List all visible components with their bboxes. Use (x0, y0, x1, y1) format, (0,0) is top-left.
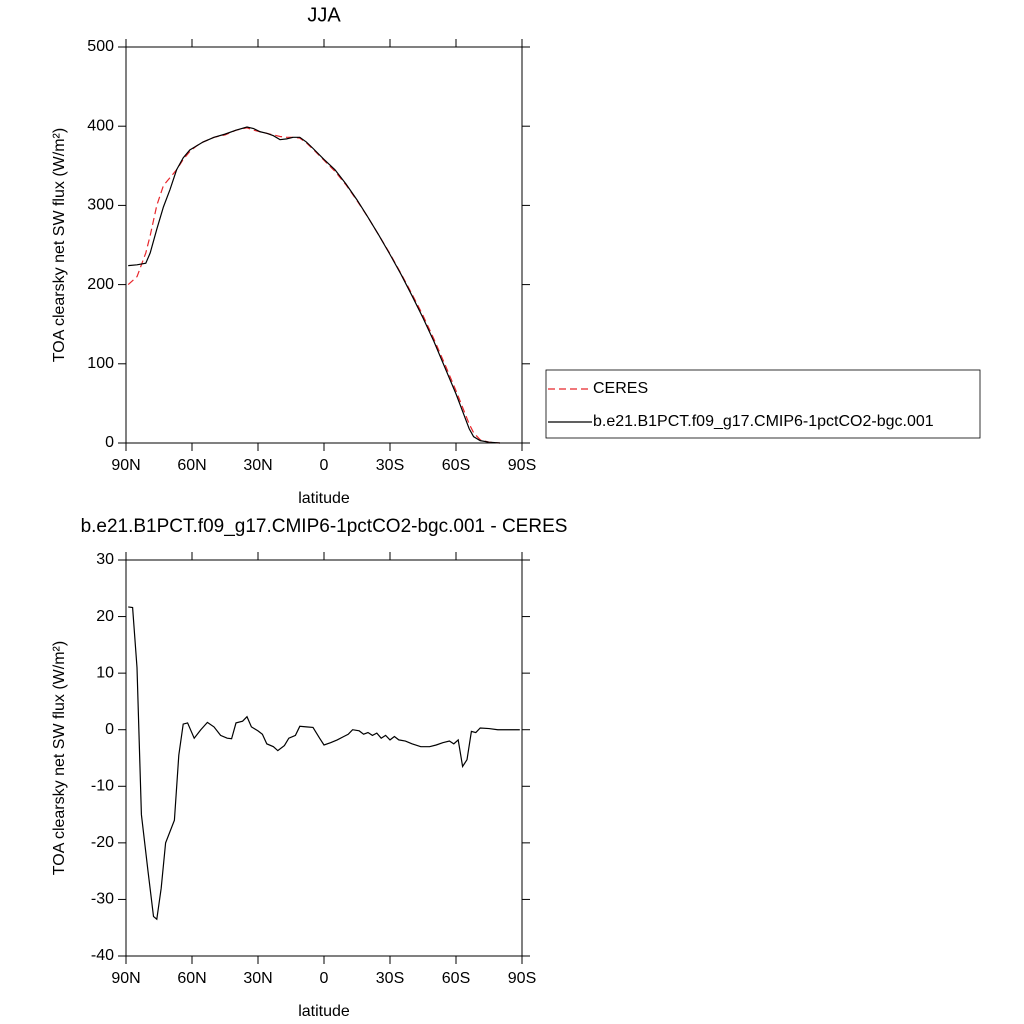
x-axis-label: latitude (298, 1003, 350, 1020)
legend-label: CERES (593, 380, 648, 397)
x-tick-label: 60N (177, 970, 206, 987)
x-tick-label: 30S (376, 457, 404, 474)
y-tick-label: -40 (91, 947, 114, 964)
y-axis-label: TOA clearsky net SW flux (W/m²) (51, 128, 68, 362)
x-tick-label: 0 (320, 457, 329, 474)
x-tick-label: 60S (442, 970, 470, 987)
plot-frame (125, 46, 523, 444)
y-tick-label: -30 (91, 891, 114, 908)
legend-box (545, 369, 981, 439)
chart-title: b.e21.B1PCT.f09_g17.CMIP6-1pctCO2-bgc.00… (81, 516, 568, 537)
x-axis-label: latitude (298, 490, 350, 507)
x-tick-label: 30S (376, 970, 404, 987)
y-tick-label: 10 (96, 664, 114, 681)
y-tick-label: 0 (105, 434, 114, 451)
y-tick-label: 200 (87, 276, 114, 293)
y-tick-label: -10 (91, 778, 114, 795)
x-tick-label: 90S (508, 970, 536, 987)
x-tick-label: 0 (320, 970, 329, 987)
data-line (127, 127, 501, 444)
y-tick-label: 100 (87, 355, 114, 372)
y-tick-label: 20 (96, 608, 114, 625)
x-tick-label: 60S (442, 457, 470, 474)
y-tick-label: -20 (91, 834, 114, 851)
x-tick-label: 60N (177, 457, 206, 474)
y-axis-label: TOA clearsky net SW flux (W/m²) (51, 641, 68, 875)
y-tick-label: 400 (87, 117, 114, 134)
x-tick-label: 30N (243, 970, 272, 987)
x-tick-label: 90N (111, 457, 140, 474)
data-line (128, 126, 501, 444)
plot-frame (125, 559, 523, 957)
x-tick-label: 90S (508, 457, 536, 474)
y-tick-label: 30 (96, 551, 114, 568)
y-tick-label: 0 (105, 721, 114, 738)
legend-label: b.e21.B1PCT.f09_g17.CMIP6-1pctCO2-bgc.00… (593, 413, 934, 430)
y-tick-label: 300 (87, 197, 114, 214)
x-tick-label: 30N (243, 457, 272, 474)
data-line (128, 606, 520, 921)
y-tick-label: 500 (87, 38, 114, 55)
x-tick-label: 90N (111, 970, 140, 987)
chart-title: JJA (307, 4, 341, 26)
